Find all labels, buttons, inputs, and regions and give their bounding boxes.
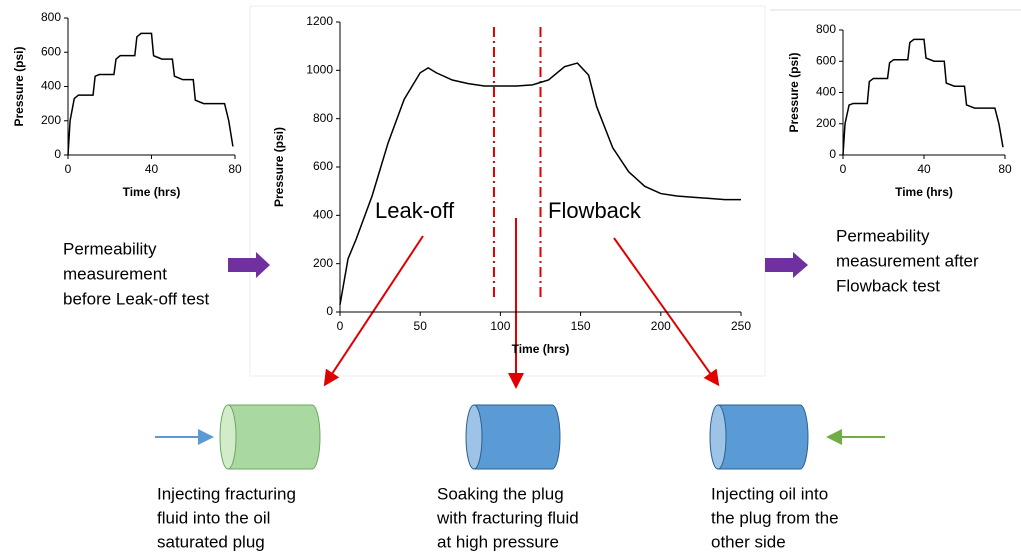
caption: Permeability bbox=[63, 239, 157, 258]
plug bbox=[709, 404, 809, 470]
x-tick-label: 50 bbox=[414, 319, 428, 333]
x-tick-label: 0 bbox=[840, 162, 847, 176]
y-axis-title: Pressure (psi) bbox=[787, 52, 801, 132]
caption: saturated plug bbox=[157, 532, 265, 551]
x-axis-title: Time (hrs) bbox=[512, 342, 570, 356]
caption: other side bbox=[711, 532, 786, 551]
x-tick-label: 40 bbox=[145, 162, 159, 176]
plug bbox=[465, 404, 561, 470]
y-tick-label: 1200 bbox=[306, 14, 333, 28]
x-axis-title: Time (hrs) bbox=[895, 185, 953, 199]
y-tick-label: 400 bbox=[816, 85, 836, 99]
caption: Permeability bbox=[836, 226, 930, 245]
x-tick-label: 100 bbox=[490, 319, 510, 333]
y-tick-label: 400 bbox=[41, 79, 61, 93]
caption: Injecting fracturing bbox=[157, 484, 296, 503]
x-tick-label: 200 bbox=[651, 319, 671, 333]
y-tick-label: 0 bbox=[326, 304, 333, 318]
y-tick-label: 1000 bbox=[306, 63, 333, 77]
line bbox=[842, 38, 1004, 156]
arrow bbox=[323, 235, 424, 387]
y-tick-label: 0 bbox=[54, 147, 61, 161]
x-tick-label: 40 bbox=[917, 162, 931, 176]
x-axis-title: Time (hrs) bbox=[123, 185, 181, 199]
caption: measurement bbox=[63, 264, 167, 283]
flowback-label: Flowback bbox=[548, 198, 642, 223]
x-tick-label: 0 bbox=[337, 319, 344, 333]
y-tick-label: 200 bbox=[41, 113, 61, 127]
line bbox=[339, 62, 741, 305]
caption: Injecting oil into bbox=[711, 484, 828, 503]
y-tick-label: 600 bbox=[41, 44, 61, 58]
y-tick-label: 800 bbox=[41, 10, 61, 24]
y-axis-title: Pressure (psi) bbox=[12, 46, 26, 126]
y-tick-label: 600 bbox=[313, 159, 333, 173]
chart-frame bbox=[249, 5, 766, 377]
caption: Flowback test bbox=[836, 276, 940, 295]
x-tick-label: 80 bbox=[228, 162, 242, 176]
x-tick-label: 0 bbox=[65, 162, 72, 176]
x-tick-label: 150 bbox=[571, 319, 591, 333]
caption: Soaking the plug bbox=[437, 484, 564, 503]
y-tick-label: 800 bbox=[816, 22, 836, 36]
plug bbox=[219, 404, 321, 470]
y-tick-label: 200 bbox=[313, 256, 333, 270]
caption: with fracturing fluid bbox=[436, 508, 579, 527]
y-tick-label: 600 bbox=[816, 53, 836, 67]
arrow bbox=[613, 237, 720, 387]
caption: fluid into the oil bbox=[157, 508, 270, 527]
caption: the plug from the bbox=[711, 508, 839, 527]
purple-arrow bbox=[228, 252, 270, 278]
caption: at high pressure bbox=[437, 532, 559, 551]
y-tick-label: 0 bbox=[829, 147, 836, 161]
caption: before Leak-off test bbox=[63, 289, 209, 308]
y-tick-label: 800 bbox=[313, 111, 333, 125]
line bbox=[67, 32, 234, 156]
y-tick-label: 200 bbox=[816, 116, 836, 130]
x-tick-label: 250 bbox=[731, 319, 751, 333]
leak-off-label: Leak-off bbox=[375, 198, 455, 223]
x-tick-label: 80 bbox=[998, 162, 1012, 176]
purple-arrow bbox=[765, 252, 808, 278]
caption: measurement after bbox=[836, 251, 979, 270]
y-axis-title: Pressure (psi) bbox=[272, 127, 286, 207]
y-tick-label: 400 bbox=[313, 208, 333, 222]
